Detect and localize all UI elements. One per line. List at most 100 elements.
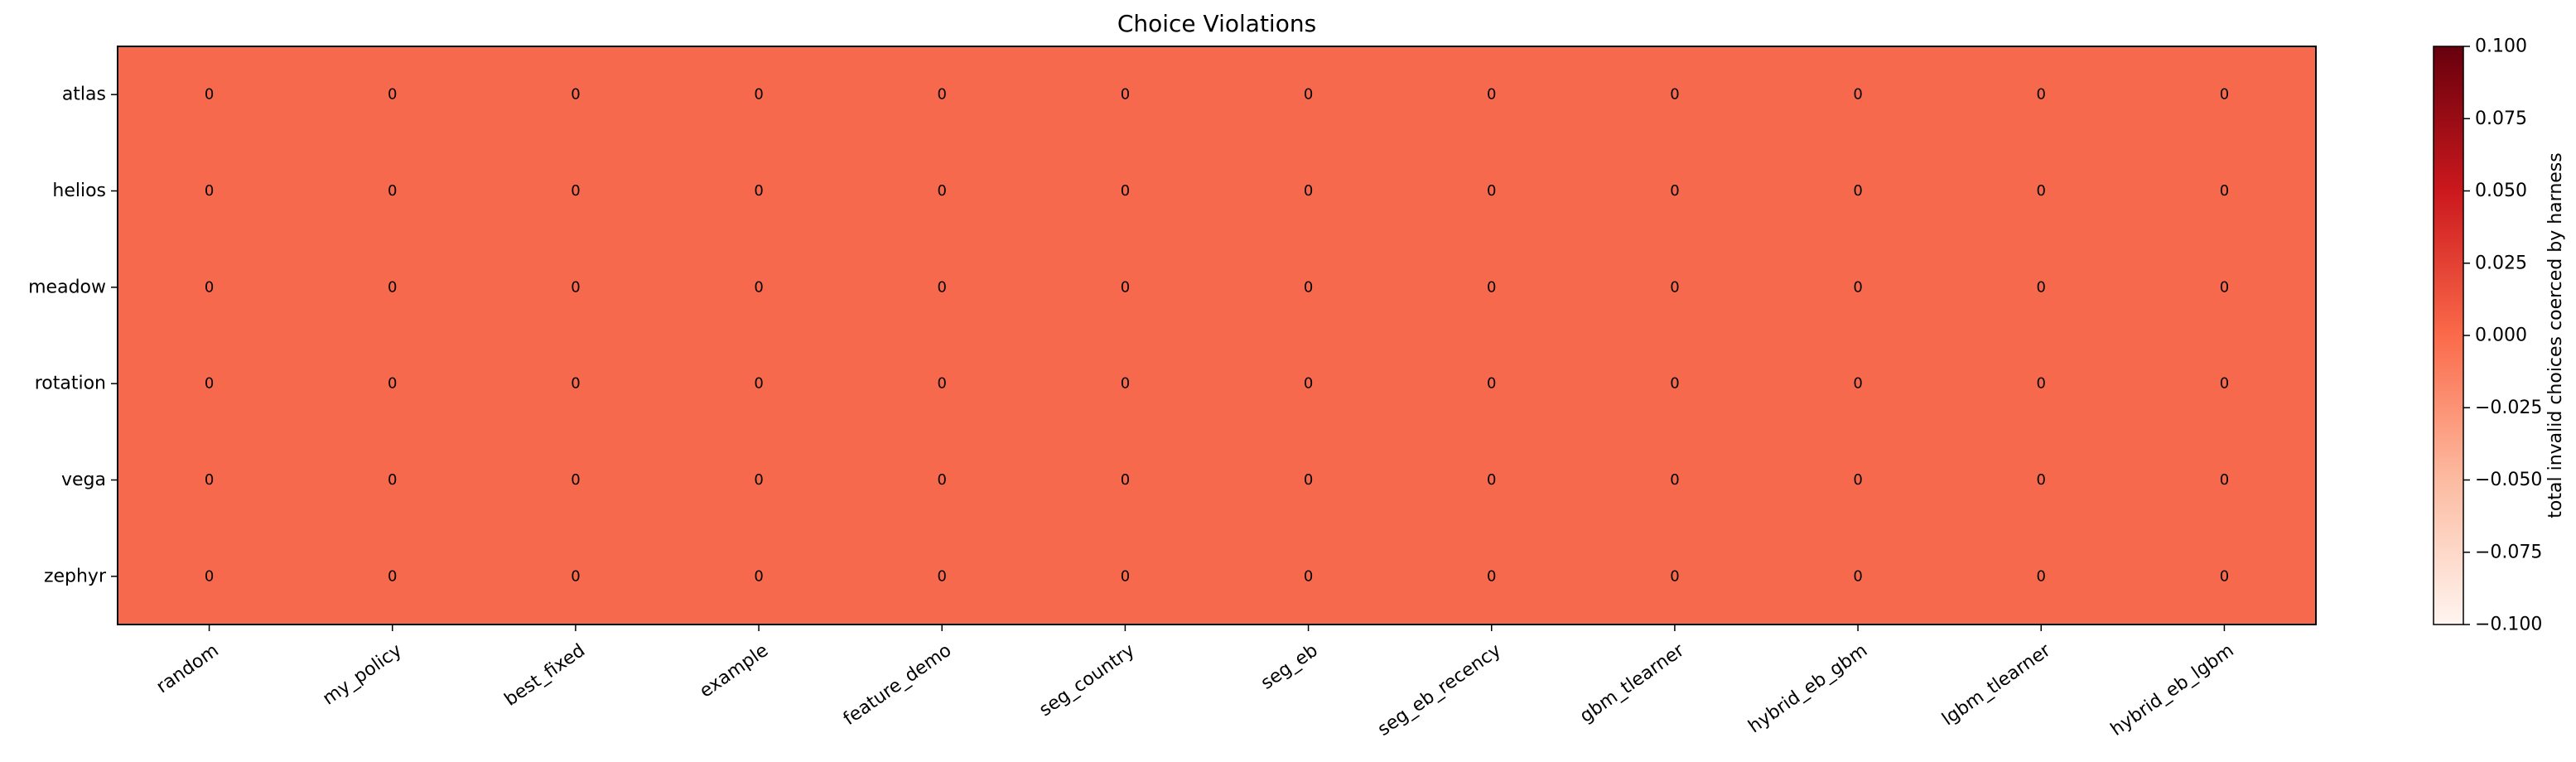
- cell-value-label: 0: [1487, 375, 1496, 393]
- colorbar-ticks: 0.100 0.075 0.050 0.025 0.000 −0.025 −0.050 −0.…: [2463, 36, 2542, 635]
- heatmap-cell: [667, 335, 851, 432]
- cell-value-label: 0: [1121, 182, 1130, 200]
- cell-value-label: 0: [571, 182, 580, 200]
- heatmap-cell: [1766, 142, 1951, 240]
- cell-value-label: 0: [2037, 86, 2046, 104]
- heatmap-cell: [484, 46, 668, 143]
- cell-value-label: 0: [2220, 471, 2229, 489]
- heatmap-cell: [1033, 142, 1218, 240]
- heatmap-cell: [118, 528, 301, 625]
- cell-value-label: 0: [1853, 182, 1862, 200]
- colorbar-tick-label: 0.050: [2475, 181, 2527, 201]
- heatmap-cell: [1766, 46, 1951, 143]
- heatmap-cell: [1400, 528, 1584, 625]
- heatmap-cell: [484, 528, 668, 625]
- cell-value-label: 0: [938, 86, 947, 104]
- cell-value-label: 0: [938, 375, 947, 393]
- cell-value-label: 0: [205, 375, 214, 393]
- cell-value-label: 0: [388, 567, 397, 585]
- cell-value-label: 0: [1121, 471, 1130, 489]
- cell-value-label: 0: [1670, 182, 1679, 200]
- heatmap-cell: [1400, 432, 1584, 529]
- heatmap-cell: [667, 142, 851, 240]
- cell-value-label: 0: [1121, 86, 1130, 104]
- cell-value-label: 0: [2037, 567, 2046, 585]
- heatmap-cell: [484, 239, 668, 336]
- colorbar-label: total invalid choices coerced by harness: [2545, 152, 2566, 518]
- heatmap-cell: [1766, 432, 1951, 529]
- chart-title: Choice Violations: [1117, 10, 1316, 37]
- colorbar-tick-label: −0.025: [2475, 398, 2542, 418]
- cell-value-label: 0: [1487, 278, 1496, 296]
- cell-value-label: 0: [2220, 375, 2229, 393]
- cell-value-label: 0: [388, 182, 397, 200]
- cell-value-label: 0: [1121, 278, 1130, 296]
- heatmap-cell: [118, 239, 301, 336]
- cell-value-label: 0: [205, 567, 214, 585]
- cell-value-label: 0: [205, 471, 214, 489]
- heatmap-cell: [1949, 432, 2134, 529]
- cell-value-label: 0: [1487, 182, 1496, 200]
- cell-value-label: 0: [2220, 182, 2229, 200]
- heatmap-cell: [1033, 528, 1218, 625]
- heatmap-cell: [2132, 142, 2317, 240]
- cell-value-label: 0: [2037, 182, 2046, 200]
- heatmap-cell: [2132, 46, 2317, 143]
- cell-value-label: 0: [1670, 567, 1679, 585]
- heatmap-cell: [1583, 528, 1767, 625]
- heatmap-cell: [1766, 335, 1951, 432]
- colorbar: 0.100 0.075 0.050 0.025 0.000 −0.025 −0.050 −0.…: [2433, 36, 2566, 635]
- colorbar-tick-label: 0.025: [2475, 253, 2527, 273]
- x-tick-label: lgbm_tlearner: [1938, 639, 2055, 730]
- heatmap-cell: [1766, 528, 1951, 625]
- y-tick-label: meadow: [28, 277, 106, 297]
- y-tick-label: zephyr: [44, 566, 107, 586]
- cell-value-label: 0: [388, 278, 397, 296]
- heatmap-cell: [1033, 335, 1218, 432]
- cell-value-label: 0: [571, 86, 580, 104]
- heatmap-cell: [1583, 46, 1767, 143]
- x-tick-label: seg_eb: [1257, 640, 1322, 694]
- cell-value-label: 0: [1670, 86, 1679, 104]
- cell-value-label: 0: [1670, 471, 1679, 489]
- cell-value-label: 0: [571, 375, 580, 393]
- heatmap-cell: [1949, 46, 2134, 143]
- cell-value-label: 0: [1304, 375, 1313, 393]
- cell-value-label: 0: [1304, 278, 1313, 296]
- cell-value-label: 0: [1304, 567, 1313, 585]
- heatmap-cell: [301, 528, 485, 625]
- heatmap-cell: [1217, 239, 1401, 336]
- heatmap-cell: [850, 335, 1035, 432]
- heatmap-cell: [2132, 335, 2317, 432]
- cell-labels: 0 0 0 0 0 0 0 0 0 0 0 0 0 0 0 0 0 0 0 0 0 0 0 0 0 0 0 0 0 0 0 0 0 0 0 0 0 0 0 0…: [205, 86, 2229, 586]
- cell-value-label: 0: [388, 86, 397, 104]
- cell-value-label: 0: [1853, 278, 1862, 296]
- heatmap-cell: [1949, 335, 2134, 432]
- cell-value-label: 0: [1304, 86, 1313, 104]
- x-tick-label: my_policy: [319, 640, 406, 710]
- heatmap-cell: [1217, 46, 1401, 143]
- cell-value-label: 0: [1487, 567, 1496, 585]
- heatmap-cell: [1400, 335, 1584, 432]
- heatmap-cell: [667, 239, 851, 336]
- x-tick-label: random: [153, 640, 223, 697]
- cell-value-label: 0: [1853, 567, 1862, 585]
- heatmap-cell: [2132, 432, 2317, 529]
- x-tick-label: seg_eb_recency: [1374, 640, 1505, 740]
- heatmap-cell: [850, 46, 1035, 143]
- heatmap-cell: [850, 528, 1035, 625]
- cell-value-label: 0: [2220, 278, 2229, 296]
- y-tick-label: rotation: [35, 374, 106, 394]
- heatmap-cell: [1400, 46, 1584, 143]
- cell-value-label: 0: [1487, 471, 1496, 489]
- cell-value-label: 0: [1670, 278, 1679, 296]
- cell-value-label: 0: [938, 567, 947, 585]
- heatmap-cell: [301, 432, 485, 529]
- heatmap-cell: [1217, 528, 1401, 625]
- cell-value-label: 0: [1853, 86, 1862, 104]
- cell-value-label: 0: [2037, 278, 2046, 296]
- cell-value-label: 0: [1121, 375, 1130, 393]
- heatmap-cell: [1583, 432, 1767, 529]
- heatmap-cell: [1033, 432, 1218, 529]
- y-tick-label: atlas: [62, 84, 106, 105]
